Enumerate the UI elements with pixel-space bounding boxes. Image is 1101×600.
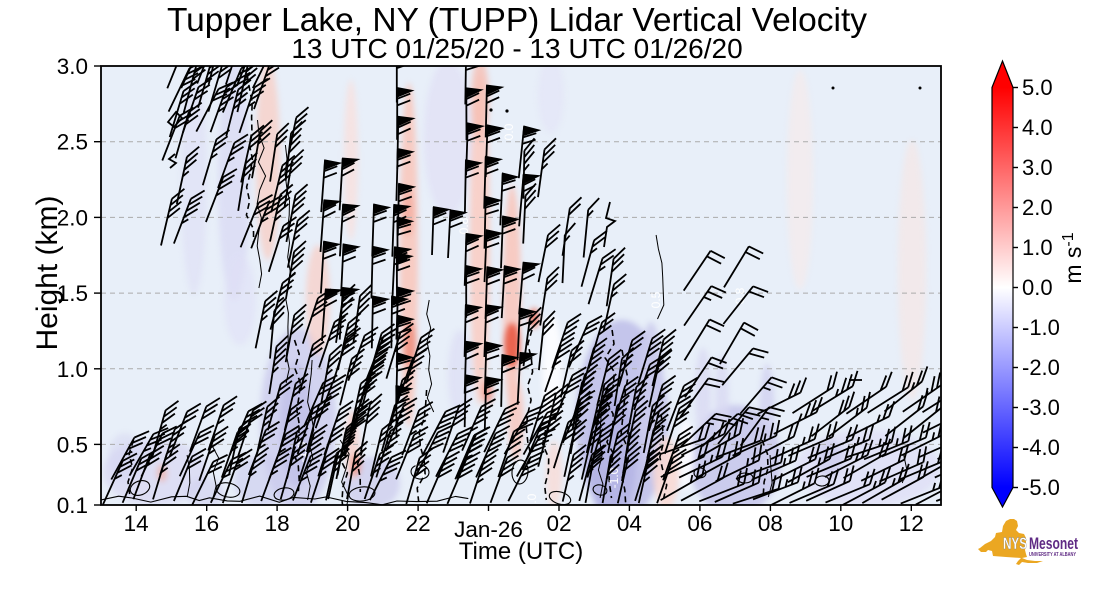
svg-text:-2.0: -2.0 (1022, 355, 1060, 380)
svg-text:-4.0: -4.0 (1022, 435, 1060, 460)
svg-text:20: 20 (335, 511, 360, 536)
svg-text:3.0: 3.0 (1022, 155, 1053, 180)
svg-text:2.5: 2.5 (57, 130, 88, 155)
svg-text:0.8: 0.8 (457, 217, 471, 234)
svg-text:Height (km): Height (km) (31, 195, 64, 350)
svg-text:2.0: 2.0 (1022, 195, 1053, 220)
svg-text:0.5: 0.5 (649, 291, 663, 308)
svg-text:02: 02 (546, 511, 571, 536)
svg-text:3.0: 3.0 (57, 54, 88, 79)
svg-text:0.5: 0.5 (57, 432, 88, 457)
svg-text:0.0: 0.0 (1022, 275, 1053, 300)
svg-text:18: 18 (265, 511, 290, 536)
svg-text:13 UTC 01/25/20 - 13 UTC 01/26: 13 UTC 01/25/20 - 13 UTC 01/26/20 (291, 33, 742, 64)
svg-text:Time (UTC): Time (UTC) (459, 538, 583, 565)
svg-text:-3.0: -3.0 (1022, 395, 1060, 420)
svg-text:Tupper Lake, NY (TUPP) Lidar V: Tupper Lake, NY (TUPP) Lidar Vertical Ve… (167, 2, 867, 39)
svg-text:06: 06 (687, 511, 712, 536)
svg-text:NYS: NYS (1003, 534, 1027, 553)
svg-text:12: 12 (899, 511, 924, 536)
svg-text:10: 10 (828, 511, 853, 536)
svg-text:1.0: 1.0 (57, 357, 88, 382)
svg-text:-5.0: -5.0 (1022, 475, 1060, 500)
svg-text:22: 22 (406, 511, 431, 536)
svg-text:08: 08 (758, 511, 783, 536)
svg-text:0.8: 0.8 (733, 287, 747, 304)
svg-text:0.1: 0.1 (57, 493, 88, 518)
svg-text:04: 04 (617, 511, 642, 536)
svg-text:0.0: 0.0 (525, 493, 539, 510)
svg-text:1.5: 1.5 (57, 281, 88, 306)
svg-text:0.0: 0.0 (502, 123, 516, 140)
svg-text:16: 16 (194, 511, 219, 536)
svg-text:1.0: 1.0 (1022, 235, 1053, 260)
svg-text:UNIVERSITY AT ALBANY: UNIVERSITY AT ALBANY (1029, 552, 1076, 558)
svg-text:5.0: 5.0 (1022, 75, 1053, 100)
svg-text:-1.0: -1.0 (1022, 315, 1060, 340)
svg-text:14: 14 (124, 511, 149, 536)
svg-text:Mesonet: Mesonet (1029, 534, 1078, 553)
svg-text:Jan-26: Jan-26 (454, 517, 523, 542)
svg-text:4.0: 4.0 (1022, 115, 1053, 140)
svg-text:2.0: 2.0 (57, 205, 88, 230)
